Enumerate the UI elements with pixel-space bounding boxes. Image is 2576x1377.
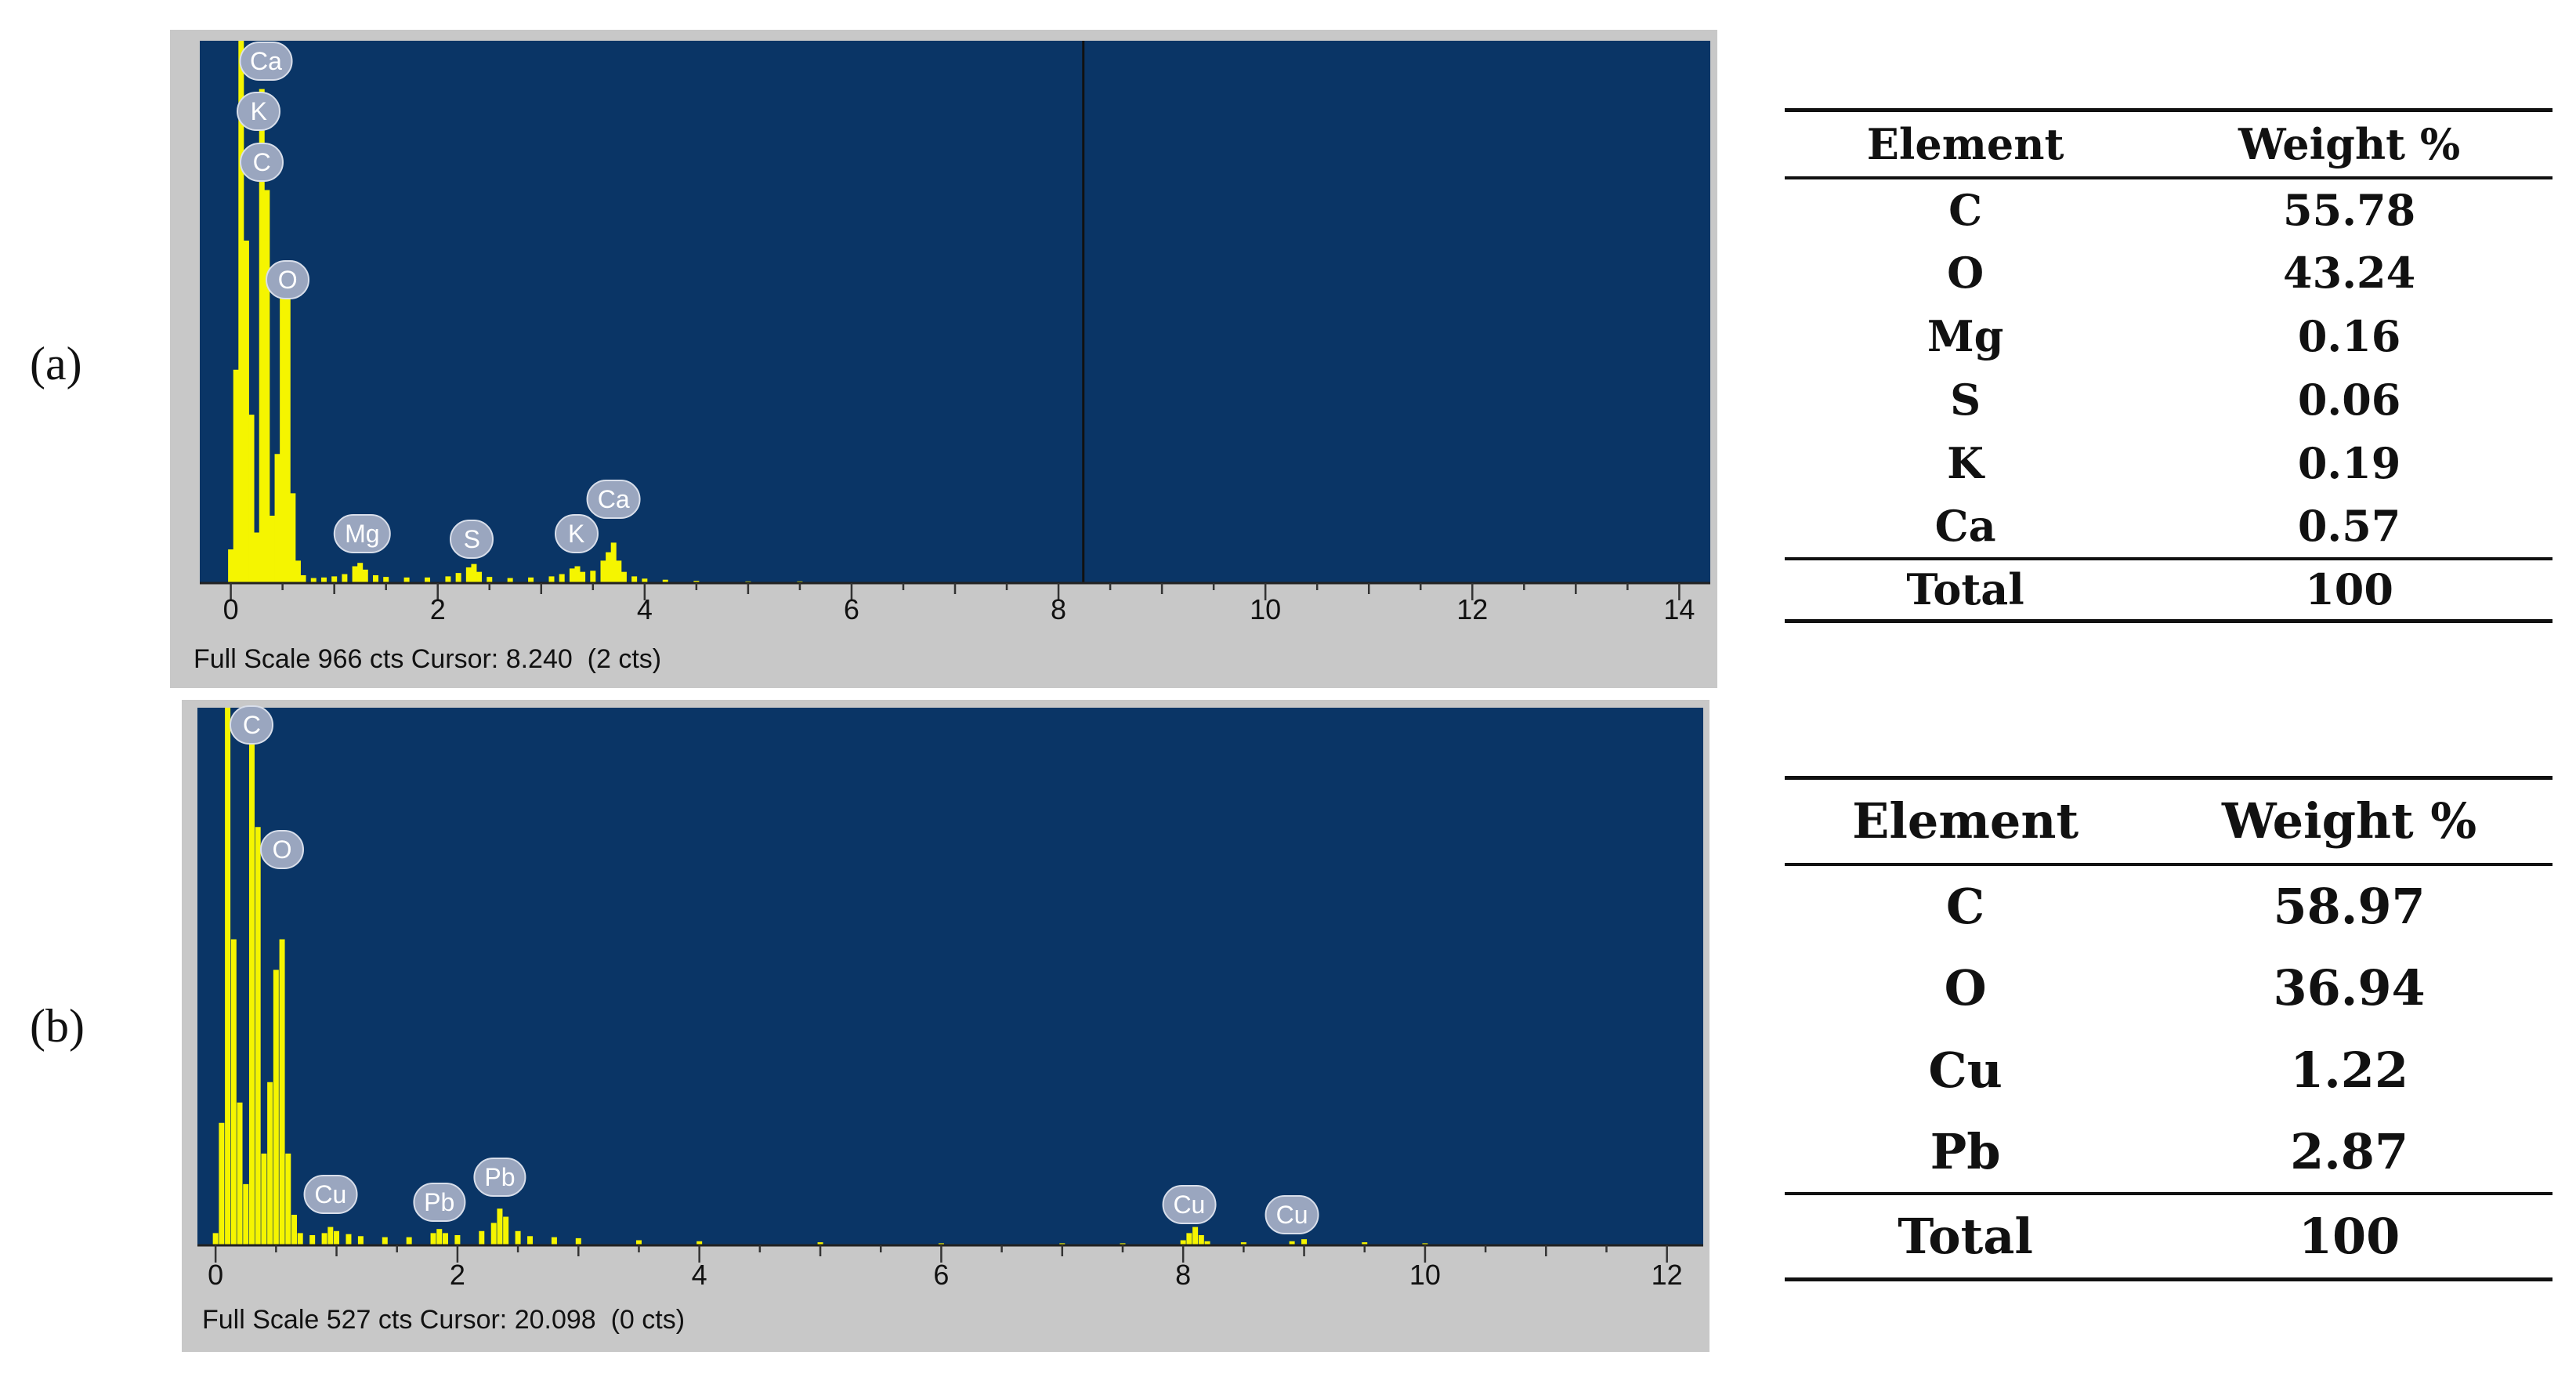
x-tick-label: 6 xyxy=(844,593,859,625)
x-tick-label: 4 xyxy=(637,593,653,625)
eds-spectrum-a: 0 2 4 6 8 10 12 14 Full Scale 966 cts Cursor: 8… xyxy=(170,30,1717,688)
spectrum-plot-b: 0 2 4 6 8 10 12 xyxy=(197,708,1703,1291)
element-cell: O xyxy=(1944,958,1987,1016)
peak-label-k: K xyxy=(237,92,281,132)
total-label: Total xyxy=(1898,1207,2033,1265)
x-tick-label: 12 xyxy=(1456,593,1488,625)
peak-label-ca: Ca xyxy=(239,41,293,81)
x-tick-label: 2 xyxy=(430,593,446,625)
table-row: Ca 0.57 xyxy=(1785,495,2552,559)
table-row: K 0.19 xyxy=(1785,432,2552,495)
x-tick-label: 14 xyxy=(1663,593,1695,625)
table-header-row: Element Weight % xyxy=(1785,110,2552,178)
element-cell: C xyxy=(1948,185,1983,235)
table-row: O 36.94 xyxy=(1785,947,2552,1029)
plot-area xyxy=(200,41,1710,583)
x-tick-label: 8 xyxy=(1175,1259,1191,1291)
x-tick-label: 2 xyxy=(450,1259,465,1291)
weight-cell: 2.87 xyxy=(2290,1122,2409,1180)
weight-cell: 0.19 xyxy=(2297,438,2401,488)
panel-label-a: (a) xyxy=(30,338,82,390)
peak-label-ca: Ca xyxy=(586,479,641,519)
header-weight: Weight % xyxy=(2238,118,2461,169)
table-row: S 0.06 xyxy=(1785,368,2552,432)
x-tick-label: 10 xyxy=(1250,593,1281,625)
status-bar-b: Full Scale 527 cts Cursor: 20.098 (0 cts… xyxy=(202,1305,686,1335)
x-tick-label: 12 xyxy=(1652,1259,1683,1291)
table-row: C 58.97 xyxy=(1785,864,2552,947)
peak-label-cu: Cu xyxy=(303,1174,358,1214)
element-cell: S xyxy=(1950,375,1981,425)
plot-area xyxy=(197,708,1703,1245)
table-row: O 43.24 xyxy=(1785,241,2552,305)
peak-label-o: O xyxy=(260,829,305,869)
total-value: 100 xyxy=(2298,1207,2401,1265)
weight-cell: 43.24 xyxy=(2283,248,2416,298)
x-tick-label: 4 xyxy=(692,1259,707,1291)
panel-label-b: (b) xyxy=(30,1000,85,1052)
status-bar-a: Full Scale 966 cts Cursor: 8.240 (2 cts) xyxy=(194,644,662,674)
table-row: Cu 1.22 xyxy=(1785,1029,2552,1111)
weight-cell: 0.57 xyxy=(2297,501,2401,551)
table-row: Pb 2.87 xyxy=(1785,1111,2552,1194)
table-header-row: Element Weight % xyxy=(1785,777,2552,864)
weight-cell: 0.06 xyxy=(2297,375,2401,425)
weight-cell: 55.78 xyxy=(2283,185,2416,235)
element-cell: Cu xyxy=(1928,1041,2003,1099)
weight-cell: 1.22 xyxy=(2290,1041,2409,1099)
x-tick-label: 6 xyxy=(933,1259,949,1291)
element-cell: K xyxy=(1947,438,1984,488)
composition-table-a: Element Weight % C 55.78 O 43.24 Mg 0.16 S 0… xyxy=(1785,108,2552,623)
header-element: Element xyxy=(1866,118,2064,169)
table-total-row: Total 100 xyxy=(1785,1193,2552,1280)
eds-spectrum-b: 0 2 4 6 8 10 12 Full Scale 527 cts Cursor: 20.… xyxy=(182,700,1709,1352)
element-cell: O xyxy=(1947,248,1984,298)
peak-label-pb: Pb xyxy=(413,1183,466,1223)
composition-table-b: Element Weight % C 58.97 O 36.94 Cu 1.22 Pb… xyxy=(1785,776,2552,1281)
peak-label-c: C xyxy=(240,142,284,182)
peak-label-cu: Cu xyxy=(1264,1194,1319,1234)
table-row: C 55.78 xyxy=(1785,178,2552,241)
spectrum-plot-a: 0 2 4 6 8 10 12 14 xyxy=(200,41,1710,625)
peak-label-pb: Pb xyxy=(473,1157,526,1197)
peak-label-cu: Cu xyxy=(1162,1184,1217,1224)
total-value: 100 xyxy=(2305,564,2393,615)
x-tick-label: 0 xyxy=(208,1259,223,1291)
table-total-row: Total 100 xyxy=(1785,558,2552,621)
header-weight: Weight % xyxy=(2222,792,2477,850)
element-cell: Pb xyxy=(1930,1122,2001,1180)
x-tick-label: 0 xyxy=(223,593,239,625)
element-cell: Mg xyxy=(1927,311,2004,361)
total-label: Total xyxy=(1906,564,2024,615)
peak-label-o: O xyxy=(266,260,310,300)
weight-cell: 36.94 xyxy=(2273,958,2426,1016)
peak-label-k: K xyxy=(554,513,599,553)
element-cell: Ca xyxy=(1934,501,1996,551)
weight-cell: 58.97 xyxy=(2273,877,2426,935)
weight-cell: 0.16 xyxy=(2297,311,2401,361)
x-tick-label: 8 xyxy=(1051,593,1066,625)
element-cell: C xyxy=(1945,877,1985,935)
x-tick-label: 10 xyxy=(1409,1259,1441,1291)
table-row: Mg 0.16 xyxy=(1785,305,2552,368)
header-element: Element xyxy=(1852,792,2079,850)
peak-label-mg: Mg xyxy=(334,513,391,553)
peak-label-c: C xyxy=(230,705,274,745)
peak-label-s: S xyxy=(450,520,494,560)
